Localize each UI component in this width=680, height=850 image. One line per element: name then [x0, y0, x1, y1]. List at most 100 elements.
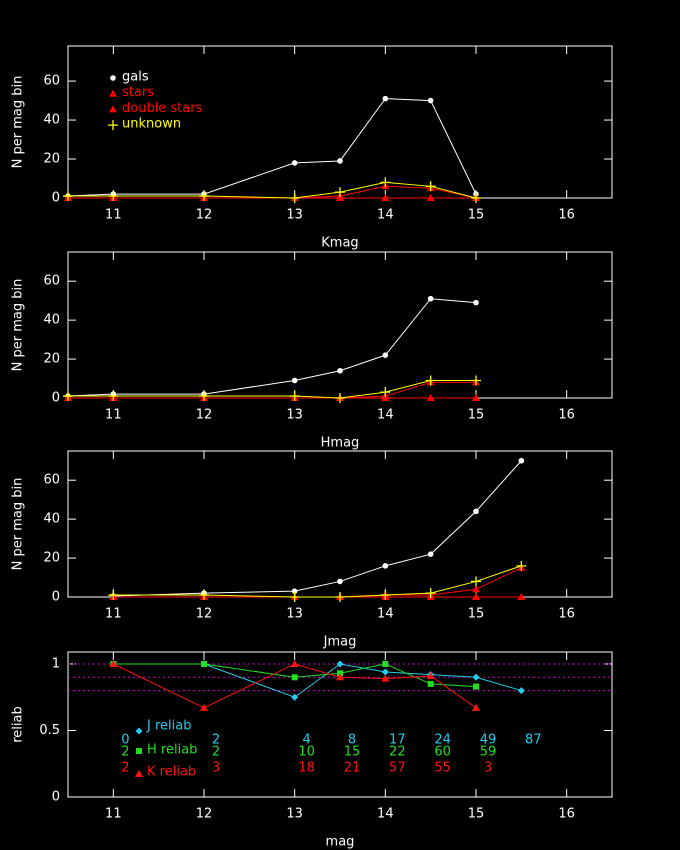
series-line — [67, 298, 477, 397]
series-line — [113, 663, 477, 709]
count-label: 2 — [121, 745, 129, 760]
point — [380, 177, 391, 188]
point — [335, 187, 345, 198]
point — [425, 588, 436, 599]
y-tick-label: 60 — [43, 473, 60, 488]
x-tick-label: 12 — [196, 807, 213, 822]
point — [427, 680, 434, 687]
legend-label: stars — [122, 85, 154, 100]
point — [289, 391, 300, 402]
y-tick-label: 1 — [52, 656, 60, 671]
x-tick-label: 11 — [105, 607, 122, 622]
legend-label: H reliab — [147, 743, 197, 758]
point — [427, 551, 434, 557]
point — [108, 391, 119, 402]
x-axis-label: Jmag — [323, 635, 357, 650]
x-tick-label: 16 — [558, 607, 575, 622]
series-line — [68, 381, 476, 399]
y-tick-label: 60 — [43, 74, 60, 89]
point — [382, 660, 389, 667]
x-tick-label: 13 — [286, 208, 303, 223]
count-label: 24 — [434, 733, 451, 748]
point — [472, 673, 480, 681]
y-axis-label: N per mag bin — [11, 478, 26, 571]
series-line — [113, 567, 522, 598]
point — [473, 508, 479, 515]
point — [381, 674, 390, 682]
count-label: 0 — [121, 733, 129, 748]
x-tick-label: 15 — [468, 807, 485, 822]
plot-frame — [67, 450, 613, 598]
point — [472, 394, 480, 401]
y-tick-label: 0 — [52, 790, 60, 805]
legend-marker — [135, 770, 143, 777]
point — [200, 703, 208, 711]
x-tick-label: 13 — [286, 408, 303, 423]
point — [517, 593, 526, 600]
plot-frame — [67, 251, 613, 399]
point — [199, 191, 209, 202]
point — [381, 194, 390, 201]
x-tick-label: 11 — [105, 208, 122, 223]
y-tick-label: 20 — [43, 152, 60, 167]
count-label: 49 — [480, 733, 497, 748]
y-tick-label: 20 — [43, 352, 60, 367]
x-axis-label: Kmag — [321, 236, 358, 251]
point — [471, 375, 481, 386]
point — [291, 588, 298, 594]
legend-label: J reliab — [146, 719, 191, 734]
x-tick-label: 16 — [558, 807, 575, 822]
point — [335, 393, 345, 403]
point — [518, 457, 525, 464]
point — [337, 578, 343, 585]
x-tick-label: 13 — [286, 607, 303, 622]
point — [291, 693, 299, 701]
point — [335, 592, 345, 602]
point — [109, 659, 118, 667]
x-tick-label: 14 — [377, 807, 394, 822]
point — [336, 673, 344, 681]
point — [471, 193, 481, 203]
point — [426, 394, 435, 401]
point — [426, 671, 435, 679]
y-tick-label: 40 — [43, 512, 60, 527]
point — [291, 160, 298, 166]
series-line — [68, 379, 476, 399]
y-axis-label: N per mag bin — [11, 279, 26, 372]
point — [337, 367, 343, 374]
point — [199, 590, 209, 601]
point — [289, 592, 300, 602]
point — [382, 95, 389, 102]
x-axis-label: Hmag — [321, 436, 360, 451]
point — [290, 659, 299, 667]
legend-marker — [109, 89, 117, 97]
legend-marker — [109, 105, 117, 113]
series-line — [113, 460, 522, 597]
legend-label: gals — [122, 70, 149, 85]
legend-marker — [136, 748, 142, 754]
count-label: 2 — [121, 761, 129, 776]
point — [473, 683, 479, 690]
point — [108, 590, 119, 601]
series-line — [113, 565, 522, 598]
series-line — [68, 181, 477, 199]
x-tick-label: 14 — [377, 208, 394, 223]
x-tick-label: 14 — [377, 408, 394, 423]
point — [472, 593, 480, 600]
point — [473, 299, 479, 306]
point — [291, 674, 298, 681]
count-label: 4 — [303, 733, 311, 748]
point — [471, 576, 481, 587]
point — [516, 560, 527, 571]
y-tick-label: 60 — [43, 274, 60, 289]
x-tick-label: 14 — [377, 607, 394, 622]
point — [425, 375, 436, 386]
y-tick-label: 20 — [43, 551, 60, 566]
x-tick-label: 15 — [468, 607, 485, 622]
x-tick-label: 15 — [468, 208, 485, 223]
point — [380, 387, 391, 398]
y-axis-label: N per mag bin — [11, 76, 26, 169]
point — [291, 377, 298, 384]
point — [381, 668, 389, 676]
count-label: 2 — [212, 745, 220, 760]
